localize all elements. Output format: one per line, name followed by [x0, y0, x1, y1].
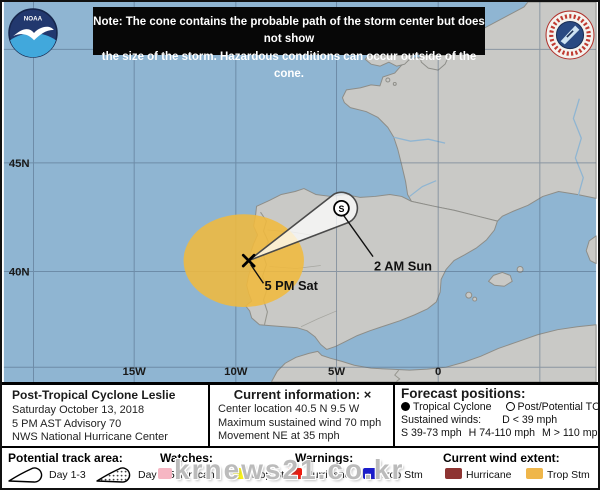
current-time-label: 5 PM Sat	[264, 278, 318, 293]
island-ibiza	[465, 291, 473, 299]
cone-day13-icon	[8, 467, 43, 483]
forecast-position-marker: S	[333, 199, 350, 217]
hurricane-warning-label: Hurricane	[305, 469, 351, 481]
forecast-time-label: 2 AM Sun	[374, 258, 432, 273]
island-mallorca	[488, 271, 513, 287]
island-sardinia	[585, 235, 597, 265]
wind-category-m: M > 110 mph	[542, 427, 600, 440]
note-line-2: the size of the storm. Hazardous conditi…	[101, 50, 477, 80]
center-location: Center location 40.5 N 9.5 W	[218, 403, 360, 415]
noaa-logo-text: NOAA	[24, 16, 43, 23]
wind-category-h: H 74-110 mph	[468, 427, 536, 440]
hurricane-warning-swatch	[288, 468, 302, 479]
island-ibiza	[472, 296, 478, 302]
lon-label-15w: 15W	[123, 366, 147, 378]
trop-stm-wind-label: Trop Stm	[547, 469, 590, 481]
divider	[393, 382, 395, 448]
tropical-cyclone-symbol	[401, 402, 410, 411]
divider	[208, 382, 210, 448]
forecast-positions-box: Forecast positions: Tropical Cyclone Post…	[397, 385, 600, 447]
channel-island	[385, 77, 391, 83]
potential-track-area-title: Potential track area:	[8, 451, 123, 465]
hurricane-watch-swatch	[158, 468, 172, 479]
trop-stm-watch-label: Trop Stm	[250, 469, 293, 481]
noaa-logo: NOAA	[8, 8, 58, 63]
land-england-west	[364, 54, 414, 67]
nws-logo	[545, 10, 595, 65]
cone-day45-icon	[96, 467, 131, 483]
trop-stm-warning-swatch	[363, 468, 377, 479]
forecast-cone	[247, 191, 359, 262]
warnings-title: Warnings:	[295, 451, 354, 465]
current-position-marker	[241, 253, 256, 268]
issuing-agency: NWS National Hurricane Center	[12, 431, 168, 444]
graticule-labels: 45N 40N 15W 10W 5W 0	[9, 158, 442, 378]
lon-label-0: 0	[435, 366, 441, 378]
trop-stm-watch-swatch	[233, 468, 247, 479]
legend-row: Potential track area: Day 1-3 Day 4-5 Wa…	[2, 448, 598, 488]
day13-label: Day 1-3	[49, 469, 86, 481]
trop-stm-wind-swatch	[526, 468, 543, 479]
map-area: S 5 PM Sat 2 AM Sun 45N 40N 15W 10W 5W 0	[2, 2, 598, 382]
lat-label-45n: 45N	[9, 158, 30, 170]
wind-category-s: S 39-73 mph	[401, 427, 462, 440]
current-wind-extent-title: Current wind extent:	[443, 451, 560, 465]
leader-lines	[250, 214, 374, 284]
note-banner: Note: The cone contains the probable pat…	[93, 7, 485, 80]
watches-title: Watches:	[160, 451, 213, 465]
storm-info-box: Post-Tropical Cyclone Leslie Saturday Oc…	[4, 385, 214, 449]
tropical-cyclone-label: Tropical Cyclone	[413, 401, 492, 413]
advisory-number: 5 PM AST Advisory 70	[12, 417, 122, 430]
wind-category-d: D < 39 mph	[502, 414, 558, 427]
sustained-winds-label: Sustained winds:	[401, 414, 482, 427]
info-row	[2, 382, 598, 448]
channel-island	[392, 81, 397, 86]
forecast-positions-title: Forecast positions:	[401, 386, 526, 401]
storm-name: Post-Tropical Cyclone Leslie	[12, 388, 176, 402]
hurricane-wind-swatch	[445, 468, 462, 479]
border-morocco-algeria	[394, 369, 401, 382]
hurricane-watch-label: Hurricane	[175, 469, 221, 481]
trop-stm-warning-label: Trop Stm	[380, 469, 423, 481]
current-information-title: Current information: ×	[233, 387, 372, 402]
forecast-symbol: S	[338, 204, 344, 214]
note-line-1: Note: The cone contains the probable pat…	[93, 16, 485, 46]
post-potential-tc-symbol	[505, 402, 515, 411]
hurricane-wind-label: Hurricane	[466, 469, 512, 481]
lon-label-10w: 10W	[224, 366, 248, 378]
current-information-box: Current information: × Center location 4…	[212, 385, 397, 448]
post-potential-tc-label: Post/Potential TC	[517, 401, 600, 413]
movement: Movement NE at 35 mph	[218, 430, 340, 443]
wind-extent-trop-stm	[183, 214, 304, 307]
lon-label-5w: 5W	[328, 366, 345, 378]
map-svg: S 5 PM Sat 2 AM Sun 45N 40N 15W 10W 5W 0	[3, 2, 597, 382]
advisory-date: Saturday October 13, 2018	[12, 404, 145, 416]
lat-label-40n: 40N	[9, 266, 30, 278]
max-sustained-wind: Maximum sustained wind 70 mph	[218, 416, 382, 429]
